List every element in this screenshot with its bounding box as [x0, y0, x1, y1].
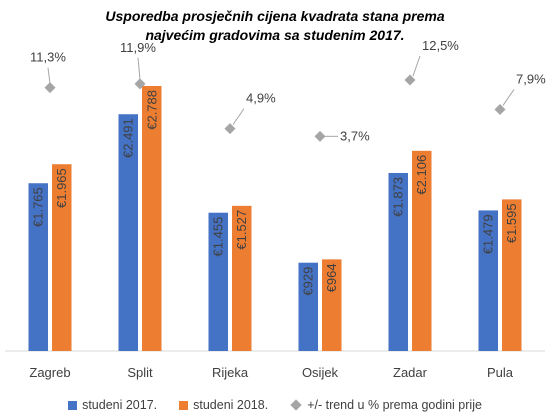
- trend-marker-rijeka: [224, 123, 236, 135]
- bar-pula-2018: [502, 199, 522, 351]
- data-label-zagreb-2017: €1.765: [31, 187, 46, 227]
- data-label-pula-2018: €1.595: [504, 203, 519, 243]
- trend-label-zagreb: 11,3%: [30, 50, 66, 65]
- bar-zadar-2018: [412, 150, 432, 351]
- trend-label-rijeka: 4,9%: [246, 91, 276, 106]
- legend-label-trend: +/- trend u % prema godini prije: [307, 398, 482, 412]
- data-label-osijek-2018: €964: [324, 263, 339, 292]
- trend-marker-zadar: [404, 74, 416, 86]
- bar-osijek-2018: [322, 259, 342, 351]
- data-label-split-2017: €2.491: [121, 118, 136, 158]
- trend-label-split: 11,9%: [120, 40, 156, 55]
- trend-leader-split: [137, 57, 141, 80]
- trend-marker-split: [134, 78, 146, 90]
- trend-marker-pula: [494, 103, 506, 115]
- bar-split-2017: [118, 114, 138, 351]
- legend-swatch-2017: [68, 400, 78, 410]
- trend-leader-rijeka: [232, 108, 245, 125]
- chart-title: Usporedba prosječnih cijena kvadrata sta…: [0, 7, 550, 45]
- data-label-zadar-2017: €1.873: [391, 177, 406, 217]
- legend-swatch-2018: [179, 400, 189, 410]
- data-label-osijek-2017: €929: [301, 267, 316, 296]
- trend-label-pula: 7,9%: [516, 71, 546, 86]
- data-label-zagreb-2018: €1.965: [54, 168, 69, 208]
- data-label-zadar-2018: €2.106: [414, 155, 429, 195]
- category-label-zadar: Zadar: [393, 365, 428, 380]
- bar-split-2018: [142, 86, 162, 351]
- legend-diamond-icon: [290, 399, 302, 411]
- data-label-pula-2017: €1.479: [481, 214, 496, 254]
- legend-label-2017: studeni 2017.: [82, 398, 158, 412]
- trend-leader-zadar: [412, 55, 421, 77]
- trend-marker-osijek: [314, 130, 326, 142]
- legend-label-2018: studeni 2018.: [193, 398, 269, 412]
- bar-zagreb-2017: [28, 183, 48, 351]
- category-label-rijeka: Rijeka: [212, 365, 249, 380]
- category-label-osijek: Osijek: [302, 365, 339, 380]
- trend-leader-zagreb: [47, 67, 51, 84]
- category-label-split: Split: [127, 365, 153, 380]
- legend-item-2018: studeni 2018.: [179, 398, 268, 412]
- data-label-rijeka-2017: €1.455: [211, 217, 226, 257]
- bar-rijeka-2017: [208, 212, 228, 351]
- bar-pula-2017: [478, 210, 498, 351]
- bar-zagreb-2018: [52, 164, 72, 351]
- chart-title-line-2: najvećim gradovima sa studenim 2017.: [145, 27, 405, 43]
- chart-title-line-1: Usporedba prosječnih cijena kvadrata sta…: [105, 8, 445, 24]
- trend-leader-pula: [502, 89, 515, 106]
- legend-item-2017: studeni 2017.: [68, 398, 157, 412]
- bar-osijek-2017: [298, 262, 318, 351]
- trend-label-osijek: 3,7%: [340, 128, 370, 143]
- legend-item-trend: +/- trend u % prema godini prije: [290, 398, 482, 412]
- trend-label-zadar: 12,5%: [422, 38, 459, 53]
- data-label-rijeka-2018: €1.527: [234, 210, 249, 250]
- bar-rijeka-2018: [232, 205, 252, 351]
- data-label-split-2018: €2.788: [144, 90, 159, 130]
- chart-legend: studeni 2017. studeni 2018. +/- trend u …: [0, 398, 550, 412]
- category-label-pula: Pula: [487, 365, 514, 380]
- bar-zadar-2017: [388, 172, 408, 351]
- trend-marker-zagreb: [44, 82, 56, 94]
- category-label-zagreb: Zagreb: [29, 365, 70, 380]
